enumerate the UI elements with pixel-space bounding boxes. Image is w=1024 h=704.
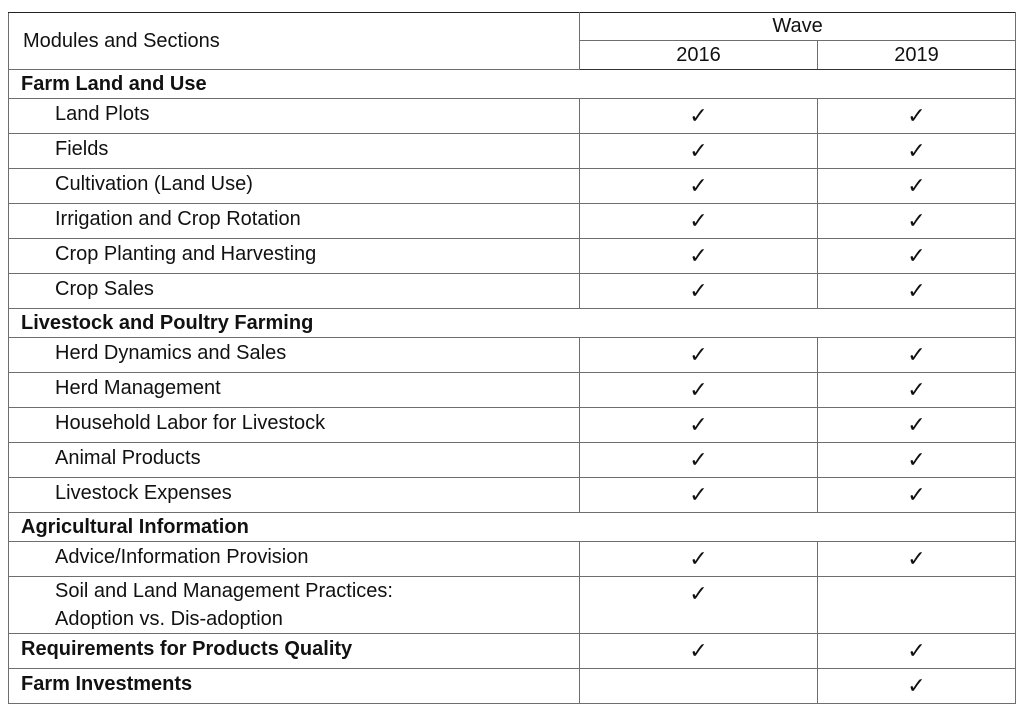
- section-row: Agricultural Information: [7, 512, 1017, 542]
- check-icon: ✓: [816, 203, 1017, 239]
- check-icon: ✓: [579, 168, 818, 204]
- row-label: Irrigation and Crop Rotation: [8, 203, 580, 239]
- section-row: Livestock and Poultry Farming: [7, 308, 1017, 338]
- check-icon: ✓: [579, 477, 818, 513]
- table-row: Crop Planting and Harvesting ✓ ✓: [8, 238, 1017, 274]
- table-row: Livestock Expenses ✓ ✓: [8, 477, 1017, 513]
- check-icon: ✓: [816, 407, 1017, 443]
- section-title: Agricultural Information: [7, 512, 1017, 542]
- row-label: Crop Planting and Harvesting: [8, 238, 580, 274]
- check-icon: ✓: [816, 273, 1017, 309]
- check-cell-empty: [816, 576, 1017, 634]
- section-title: Farm Land and Use: [7, 69, 1017, 99]
- table-row: Fields ✓ ✓: [8, 133, 1017, 169]
- row-label: Requirements for Products Quality: [8, 633, 580, 669]
- check-icon: ✓: [816, 133, 1017, 169]
- column-header-2019: 2019: [816, 40, 1017, 70]
- check-icon: ✓: [816, 168, 1017, 204]
- check-icon: ✓: [579, 541, 818, 577]
- row-label-line-2: Adoption vs. Dis-adoption: [55, 608, 283, 630]
- check-icon: ✓: [816, 541, 1017, 577]
- check-icon: ✓: [579, 372, 818, 408]
- table-row: Herd Management ✓ ✓: [8, 372, 1017, 408]
- row-label: Advice/Information Provision: [8, 541, 580, 577]
- row-label: Fields: [8, 133, 580, 169]
- table-row: Household Labor for Livestock ✓ ✓: [8, 407, 1017, 443]
- row-label: Herd Management: [8, 372, 580, 408]
- check-icon: ✓: [816, 337, 1017, 373]
- table-row: Land Plots ✓ ✓: [8, 98, 1017, 134]
- check-icon: ✓: [579, 133, 818, 169]
- row-label: Animal Products: [8, 442, 580, 478]
- row-label: Cultivation (Land Use): [8, 168, 580, 204]
- check-icon: ✓: [579, 337, 818, 373]
- section-title: Livestock and Poultry Farming: [7, 308, 1017, 338]
- table-row: Advice/Information Provision ✓ ✓: [8, 541, 1017, 577]
- table-row: Soil and Land Management Practices: Adopt…: [8, 576, 1017, 634]
- check-icon: ✓: [816, 633, 1017, 669]
- check-icon: ✓: [579, 633, 818, 669]
- check-icon: ✓: [579, 273, 818, 309]
- table-row: Animal Products ✓ ✓: [8, 442, 1017, 478]
- row-label: Herd Dynamics and Sales: [8, 337, 580, 373]
- check-icon: ✓: [579, 576, 818, 634]
- check-icon: ✓: [579, 203, 818, 239]
- row-label: Soil and Land Management Practices: Adopt…: [8, 576, 580, 634]
- check-icon: ✓: [816, 98, 1017, 134]
- table-row: Irrigation and Crop Rotation ✓ ✓: [8, 203, 1017, 239]
- row-label: Household Labor for Livestock: [8, 407, 580, 443]
- check-icon: ✓: [579, 442, 818, 478]
- check-icon: ✓: [816, 238, 1017, 274]
- section-row: Farm Land and Use: [7, 69, 1017, 99]
- column-header-modules: Modules and Sections: [8, 12, 580, 70]
- modules-wave-table: Modules and Sections Wave 2016 2019 Farm…: [7, 12, 1017, 704]
- table-row: Requirements for Products Quality ✓ ✓: [8, 633, 1017, 669]
- check-icon: ✓: [816, 477, 1017, 513]
- row-label: Crop Sales: [8, 273, 580, 309]
- row-label: Land Plots: [8, 98, 580, 134]
- check-icon: ✓: [579, 238, 818, 274]
- column-header-2016: 2016: [579, 40, 818, 70]
- check-icon: ✓: [579, 98, 818, 134]
- row-label-line-1: Soil and Land Management Practices:: [55, 580, 393, 602]
- table-row: Cultivation (Land Use) ✓ ✓: [8, 168, 1017, 204]
- column-header-wave: Wave: [578, 12, 1017, 41]
- row-label: Livestock Expenses: [8, 477, 580, 513]
- check-icon: ✓: [816, 442, 1017, 478]
- table-row: Herd Dynamics and Sales ✓ ✓: [8, 337, 1017, 373]
- check-icon: ✓: [816, 372, 1017, 408]
- table-row: Crop Sales ✓ ✓: [8, 273, 1017, 309]
- check-icon: ✓: [579, 407, 818, 443]
